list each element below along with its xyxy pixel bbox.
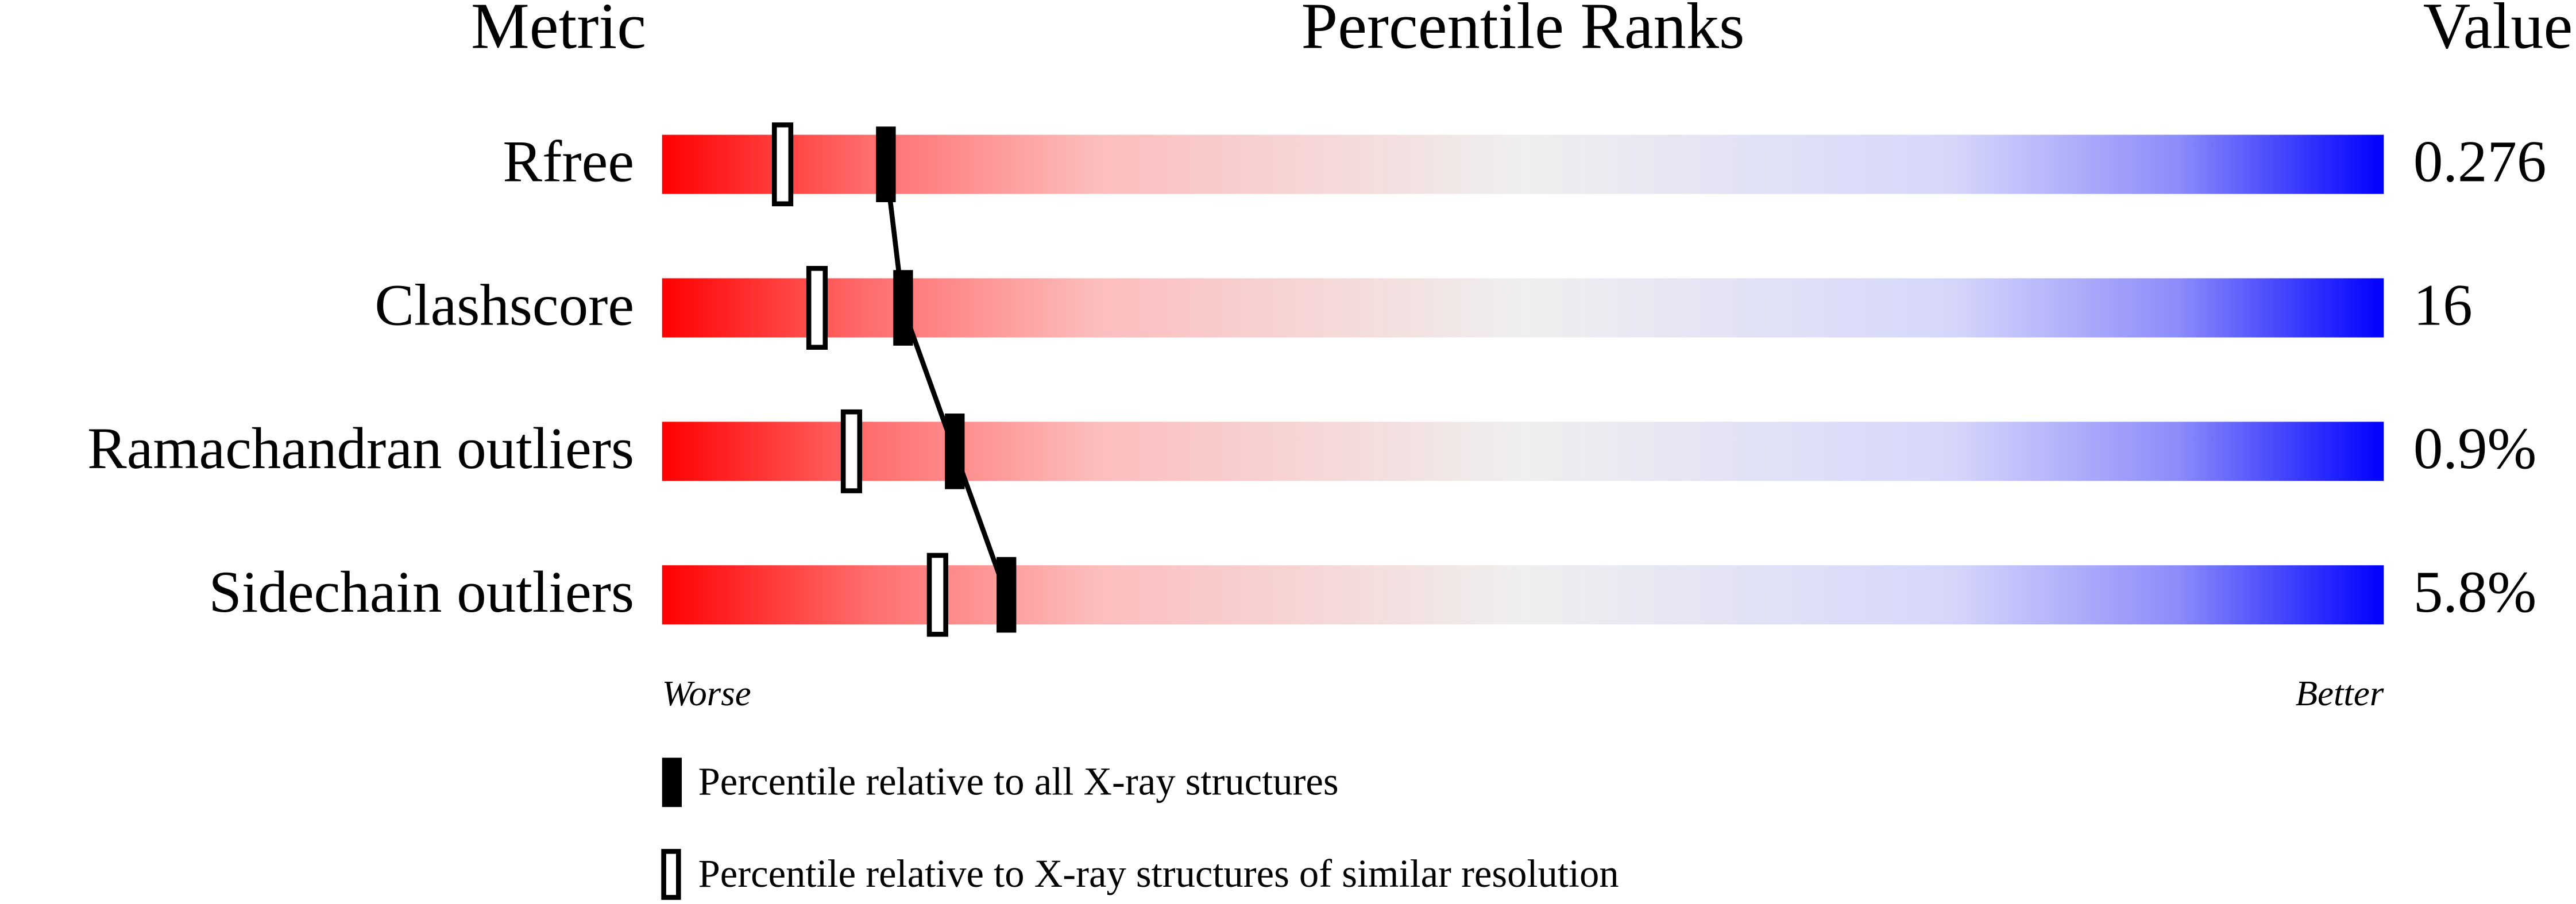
legend-marker [662,758,682,808]
rank-marker-filled [893,270,913,346]
metric-value: 16 [2413,272,2473,338]
metric-label: Sidechain outliers [209,559,635,625]
rank-marker-hollow [771,122,794,207]
rank-marker-hollow [926,553,948,637]
axis-label: Worse [662,673,751,713]
legend-label: Percentile relative to all X-ray structu… [698,760,1339,803]
metric-value: 0.276 [2413,129,2547,195]
metric-value: 5.8% [2413,559,2536,625]
metric-label: Ramachandran outliers [87,416,634,481]
legend-marker [661,849,681,900]
axis-label: Better [2296,673,2384,713]
rank-marker-hollow [840,409,863,493]
connector-line [883,164,1009,596]
column-header: Value [2423,0,2573,63]
rank-bar [662,565,2384,625]
rank-bar [662,134,2384,194]
rank-bar [662,422,2384,481]
metric-label: Clashscore [374,272,634,338]
rank-marker-filled [997,557,1017,633]
rank-marker-hollow [806,266,828,350]
rank-bar [662,278,2384,338]
column-header: Percentile Ranks [1301,0,1745,63]
metric-label: Rfree [503,129,634,195]
rank-marker-filled [876,126,896,203]
rank-marker-filled [945,414,965,489]
metric-value: 0.9% [2413,416,2536,481]
column-header: Metric [471,0,646,63]
legend-label: Percentile relative to X-ray structures … [698,852,1619,895]
